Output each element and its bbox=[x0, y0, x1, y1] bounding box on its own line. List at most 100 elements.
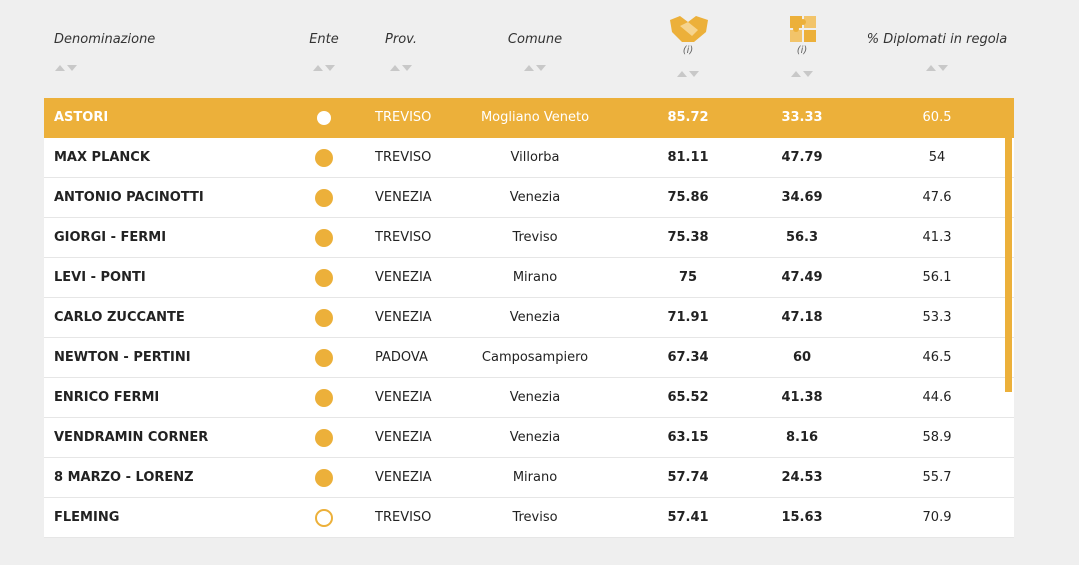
school-name: GIORGI - FERMI bbox=[54, 230, 167, 245]
sort-arrows[interactable] bbox=[791, 70, 813, 78]
column-header[interactable]: Comune bbox=[507, 32, 563, 47]
province: TREVISO bbox=[375, 230, 432, 245]
ente-marker bbox=[315, 389, 333, 407]
scrollbar[interactable] bbox=[1005, 137, 1012, 392]
sort-arrows[interactable] bbox=[313, 64, 335, 72]
score-2: 34.69 bbox=[781, 190, 823, 205]
ente-marker bbox=[315, 349, 333, 367]
province: TREVISO bbox=[375, 110, 432, 125]
score-1: 81.11 bbox=[667, 150, 709, 165]
handshake-icon[interactable] bbox=[668, 12, 710, 44]
column-header[interactable]: % Diplomati in regola bbox=[866, 32, 1008, 47]
score-2: 33.33 bbox=[781, 110, 823, 125]
province: TREVISO bbox=[375, 150, 432, 165]
province: VENEZIA bbox=[375, 310, 432, 325]
province: PADOVA bbox=[375, 350, 428, 365]
province: VENEZIA bbox=[375, 190, 432, 205]
municipality: Venezia bbox=[509, 190, 561, 205]
graduates-percent: 44.6 bbox=[922, 390, 952, 405]
score-1: 75 bbox=[678, 270, 698, 285]
score-2: 60 bbox=[792, 350, 812, 365]
sort-arrows[interactable] bbox=[677, 70, 699, 78]
school-name: FLEMING bbox=[54, 510, 120, 525]
province: TREVISO bbox=[375, 510, 432, 525]
info-label[interactable]: (i) bbox=[682, 45, 694, 56]
info-label[interactable]: (i) bbox=[796, 45, 808, 56]
graduates-percent: 41.3 bbox=[922, 230, 952, 245]
sort-arrows[interactable] bbox=[390, 64, 412, 72]
table-row[interactable]: GIORGI - FERMI TREVISO Treviso 75.38 56.3 41.… bbox=[44, 218, 1014, 258]
sort-arrows[interactable] bbox=[524, 64, 546, 72]
table-header: Denominazione Ente Prov. Comune % Diplom… bbox=[0, 0, 1079, 98]
score-1: 57.74 bbox=[667, 470, 709, 485]
score-2: 47.18 bbox=[781, 310, 823, 325]
municipality: Treviso bbox=[512, 230, 558, 245]
school-name: ANTONIO PACINOTTI bbox=[54, 190, 204, 205]
score-1: 67.34 bbox=[667, 350, 709, 365]
table-row[interactable]: LEVI - PONTI VENEZIA Mirano 75 47.49 56.1 bbox=[44, 258, 1014, 298]
score-2: 47.79 bbox=[781, 150, 823, 165]
table-row[interactable]: CARLO ZUCCANTE VENEZIA Venezia 71.91 47.18 53… bbox=[44, 298, 1014, 338]
score-2: 8.16 bbox=[785, 430, 819, 445]
score-2: 24.53 bbox=[781, 470, 823, 485]
school-name: ASTORI bbox=[54, 110, 109, 125]
graduates-percent: 55.7 bbox=[922, 470, 952, 485]
municipality: Venezia bbox=[509, 390, 561, 405]
score-1: 75.86 bbox=[667, 190, 709, 205]
municipality: Camposampiero bbox=[481, 350, 589, 365]
column-header[interactable]: Ente bbox=[309, 32, 339, 47]
sort-arrows[interactable] bbox=[926, 64, 948, 72]
ente-marker bbox=[317, 111, 331, 125]
province: VENEZIA bbox=[375, 430, 432, 445]
score-1: 63.15 bbox=[667, 430, 709, 445]
graduates-percent: 47.6 bbox=[922, 190, 952, 205]
puzzle-icon[interactable] bbox=[788, 12, 818, 44]
table-row[interactable]: ENRICO FERMI VENEZIA Venezia 65.52 41.38 44.6 bbox=[44, 378, 1014, 418]
ente-marker bbox=[315, 469, 333, 487]
ente-marker bbox=[315, 509, 333, 527]
municipality: Mirano bbox=[512, 470, 558, 485]
table-row[interactable]: ANTONIO PACINOTTI VENEZIA Venezia 75.86 34.6… bbox=[44, 178, 1014, 218]
municipality: Villorba bbox=[510, 150, 560, 165]
ente-marker bbox=[315, 189, 333, 207]
table-row[interactable]: NEWTON - PERTINI PADOVA Camposampiero 67.34… bbox=[44, 338, 1014, 378]
province: VENEZIA bbox=[375, 270, 432, 285]
table-row[interactable]: VENDRAMIN CORNER VENEZIA Venezia 63.15 8.16 5… bbox=[44, 418, 1014, 458]
score-1: 85.72 bbox=[667, 110, 709, 125]
ente-marker bbox=[315, 149, 333, 167]
graduates-percent: 70.9 bbox=[922, 510, 952, 525]
graduates-percent: 60.5 bbox=[922, 110, 952, 125]
score-2: 41.38 bbox=[781, 390, 823, 405]
table-row[interactable]: 8 MARZO - LORENZ VENEZIA Mirano 57.74 24.53 5… bbox=[44, 458, 1014, 498]
score-2: 47.49 bbox=[781, 270, 823, 285]
school-name: ENRICO FERMI bbox=[54, 390, 160, 405]
graduates-percent: 58.9 bbox=[922, 430, 952, 445]
table-row[interactable]: FLEMING TREVISO Treviso 57.41 15.63 70.9 bbox=[44, 498, 1014, 538]
province: VENEZIA bbox=[375, 390, 432, 405]
province: VENEZIA bbox=[375, 470, 432, 485]
score-2: 15.63 bbox=[781, 510, 823, 525]
school-table: ASTORI TREVISO Mogliano Veneto 85.72 33.33 60… bbox=[44, 98, 1014, 538]
table-row[interactable]: MAX PLANCK TREVISO Villorba 81.11 47.79 54 bbox=[44, 138, 1014, 178]
ente-marker bbox=[315, 429, 333, 447]
municipality: Mogliano Veneto bbox=[480, 110, 590, 125]
score-2: 56.3 bbox=[785, 230, 819, 245]
school-name: CARLO ZUCCANTE bbox=[54, 310, 185, 325]
municipality: Treviso bbox=[512, 510, 558, 525]
graduates-percent: 56.1 bbox=[922, 270, 952, 285]
ente-marker bbox=[315, 309, 333, 327]
school-name: LEVI - PONTI bbox=[54, 270, 146, 285]
ente-marker bbox=[315, 269, 333, 287]
column-header[interactable]: Denominazione bbox=[54, 32, 156, 47]
graduates-percent: 46.5 bbox=[922, 350, 952, 365]
ente-marker bbox=[315, 229, 333, 247]
table-row[interactable]: ASTORI TREVISO Mogliano Veneto 85.72 33.33 60… bbox=[44, 98, 1014, 138]
municipality: Mirano bbox=[512, 270, 558, 285]
graduates-percent: 54 bbox=[928, 150, 946, 165]
school-name: VENDRAMIN CORNER bbox=[54, 430, 209, 445]
municipality: Venezia bbox=[509, 310, 561, 325]
school-name: NEWTON - PERTINI bbox=[54, 350, 191, 365]
column-header[interactable]: Prov. bbox=[385, 32, 417, 47]
sort-arrows[interactable] bbox=[55, 64, 77, 72]
